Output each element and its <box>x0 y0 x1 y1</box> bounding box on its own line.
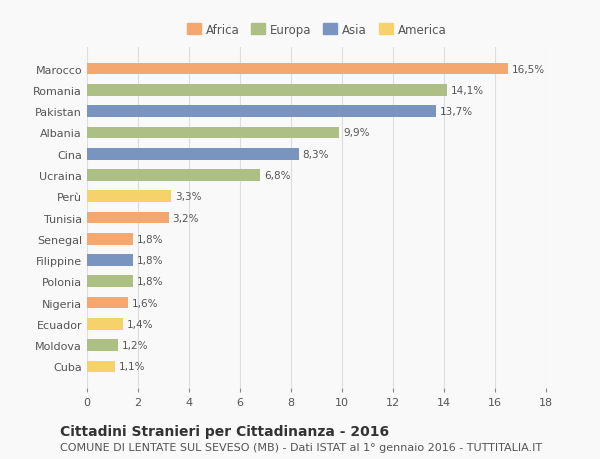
Bar <box>87 212 169 224</box>
Bar <box>87 191 171 202</box>
Text: 1,6%: 1,6% <box>131 298 158 308</box>
Text: 1,8%: 1,8% <box>137 256 163 265</box>
Text: 13,7%: 13,7% <box>440 107 473 117</box>
Legend: Africa, Europa, Asia, America: Africa, Europa, Asia, America <box>183 20 450 40</box>
Bar <box>87 255 133 266</box>
Bar <box>87 127 340 139</box>
Text: 3,3%: 3,3% <box>175 192 202 202</box>
Text: 6,8%: 6,8% <box>264 171 291 180</box>
Text: COMUNE DI LENTATE SUL SEVESO (MB) - Dati ISTAT al 1° gennaio 2016 - TUTTITALIA.I: COMUNE DI LENTATE SUL SEVESO (MB) - Dati… <box>60 442 542 452</box>
Bar <box>87 276 133 287</box>
Bar <box>87 297 128 309</box>
Bar <box>87 64 508 75</box>
Bar <box>87 149 299 160</box>
Bar <box>87 318 122 330</box>
Bar <box>87 361 115 372</box>
Text: Cittadini Stranieri per Cittadinanza - 2016: Cittadini Stranieri per Cittadinanza - 2… <box>60 425 389 438</box>
Bar <box>87 85 446 96</box>
Bar <box>87 106 436 118</box>
Text: 1,8%: 1,8% <box>137 277 163 287</box>
Bar <box>87 340 118 351</box>
Text: 1,8%: 1,8% <box>137 234 163 244</box>
Text: 1,1%: 1,1% <box>119 362 145 372</box>
Text: 1,2%: 1,2% <box>121 341 148 350</box>
Bar <box>87 170 260 181</box>
Text: 14,1%: 14,1% <box>451 86 484 95</box>
Text: 9,9%: 9,9% <box>343 128 370 138</box>
Text: 16,5%: 16,5% <box>512 64 545 74</box>
Text: 3,2%: 3,2% <box>172 213 199 223</box>
Text: 1,4%: 1,4% <box>127 319 153 329</box>
Bar <box>87 234 133 245</box>
Text: 8,3%: 8,3% <box>302 149 329 159</box>
